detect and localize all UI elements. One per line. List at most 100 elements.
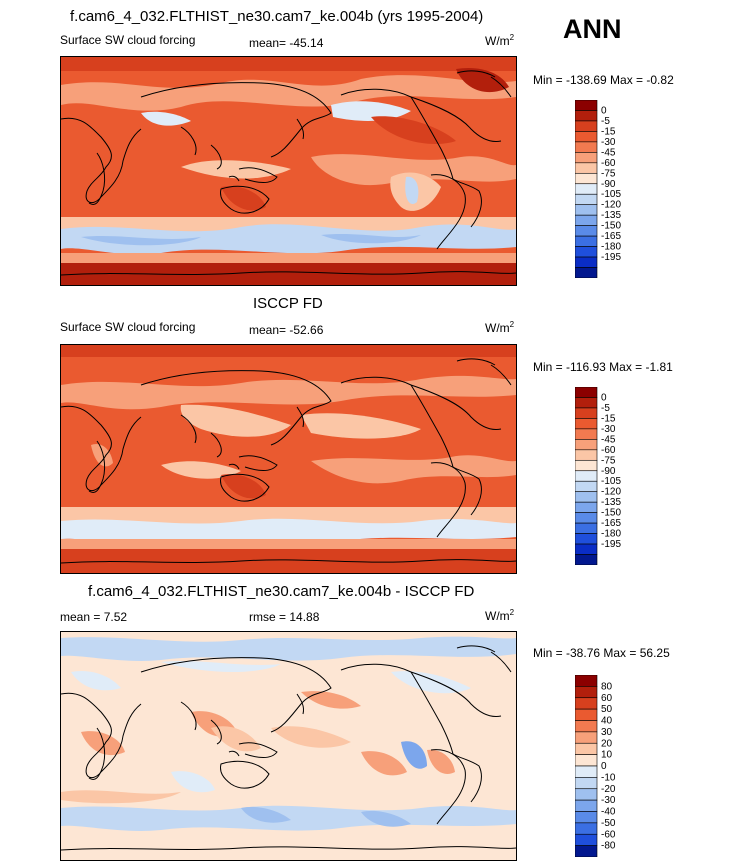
- colorbar-tick-label: 10: [601, 750, 613, 761]
- colorbar-swatch: [574, 674, 598, 687]
- colorbar-swatch: [574, 512, 598, 524]
- panel-3-title: f.cam6_4_032.FLTHIST_ne30.cam7_ke.004b -…: [88, 583, 475, 600]
- colorbar-swatch: [574, 522, 598, 534]
- panel-2-mean-label: mean= -52.66: [249, 323, 324, 337]
- colorbar-tick-label: -180: [601, 529, 621, 540]
- colorbar-swatch: [574, 754, 598, 767]
- colorbar-swatch: [574, 470, 598, 482]
- colorbar-swatch: [574, 152, 598, 164]
- colorbar-tick-label: -180: [601, 242, 621, 253]
- colorbar-swatch: [574, 777, 598, 790]
- colorbar-tick-label: -80: [601, 841, 616, 852]
- colorbar-swatch: [574, 788, 598, 801]
- panel-3-mean-label: mean = 7.52: [60, 610, 128, 624]
- colorbar-tick-label: 30: [601, 727, 613, 738]
- colorbar-tick-label: -165: [601, 518, 621, 529]
- colorbar-tick-label: -150: [601, 221, 621, 232]
- colorbar-swatch: [574, 686, 598, 699]
- colorbar-swatch: [574, 193, 598, 206]
- colorbar-swatch: [574, 731, 598, 744]
- colorbar-tick-label: 80: [601, 681, 613, 692]
- colorbar-tick-label: 50: [601, 704, 613, 715]
- colorbar-tick-label: -20: [601, 784, 616, 795]
- colorbar-tick-label: -90: [601, 466, 616, 477]
- colorbar-tick-label: -135: [601, 210, 621, 221]
- colorbar-tick-label: -45: [601, 434, 616, 445]
- panel-2-units: W/m2: [485, 320, 515, 336]
- colorbar-swatch: [574, 99, 598, 111]
- colorbar-swatch: [574, 407, 598, 419]
- colorbar-swatch: [574, 491, 598, 503]
- colorbar-tick-label: -10: [601, 772, 616, 783]
- colorbar-swatch: [574, 131, 598, 143]
- colorbar-tick-label: -75: [601, 168, 616, 179]
- panel-3-colorbar: 80 60 50 40 30 20 10 0 -10 -20 -30 -40 -50 -60 -80: [574, 674, 635, 858]
- panel-1-colorbar: 0 -5 -15 -30 -45 -60 -75 -90 -105 -120 -135 -150 -16…: [574, 99, 635, 279]
- colorbar-swatch: [574, 120, 598, 132]
- panel-2-colorbar: 0 -5 -15 -30 -45 -60 -75 -90 -105 -120 -135 -150 -16…: [574, 386, 635, 566]
- panel-3-minmax: Min = -38.76 Max = 56.25: [533, 646, 670, 660]
- colorbar-tick-label: 0: [601, 105, 607, 116]
- colorbar-tick-label: -165: [601, 231, 621, 242]
- colorbar-swatch: [574, 172, 598, 185]
- colorbar-tick-label: 20: [601, 738, 613, 749]
- colorbar-tick-label: -60: [601, 158, 616, 169]
- colorbar-tick-label: -30: [601, 795, 616, 806]
- panel-1-title: f.cam6_4_032.FLTHIST_ne30.cam7_ke.004b (…: [70, 8, 484, 25]
- colorbar-tick-label: -5: [601, 403, 610, 414]
- panel-1-minmax: Min = -138.69 Max = -0.82: [533, 73, 674, 87]
- colorbar-swatch: [574, 501, 598, 513]
- colorbar-swatch: [574, 533, 598, 545]
- panel-3-rmse-label: rmse = 14.88: [249, 610, 320, 624]
- colorbar-tick-label: -15: [601, 126, 616, 137]
- colorbar-swatch: [574, 162, 598, 174]
- colorbar-tick-label: -75: [601, 455, 616, 466]
- colorbar-tick-label: -30: [601, 137, 616, 148]
- colorbar-tick-label: -195: [601, 252, 621, 263]
- colorbar-tick-label: -15: [601, 413, 616, 424]
- colorbar-tick-label: -120: [601, 200, 621, 211]
- panel-3-map: [60, 631, 517, 861]
- colorbar-swatch: [574, 418, 598, 430]
- colorbar-swatch: [574, 811, 598, 824]
- colorbar-tick-label: -195: [601, 539, 621, 550]
- colorbar-swatch: [574, 235, 598, 247]
- colorbar-swatch: [574, 246, 598, 258]
- colorbar-swatch: [574, 110, 598, 122]
- colorbar-tick-label: 40: [601, 716, 613, 727]
- panel-1-map: [60, 56, 517, 286]
- colorbar-tick-label: 0: [601, 392, 607, 403]
- colorbar-tick-label: -90: [601, 179, 616, 190]
- colorbar-swatch: [574, 214, 598, 226]
- colorbar-swatch: [574, 697, 598, 710]
- colorbar-swatch: [574, 397, 598, 409]
- panel-1-mean-label: mean= -45.14: [249, 36, 324, 50]
- colorbar-tick-label: -30: [601, 424, 616, 435]
- season-label: ANN: [563, 14, 622, 44]
- colorbar-tick-label: -5: [601, 116, 610, 127]
- colorbar-swatch: [574, 204, 598, 216]
- colorbar-tick-label: 60: [601, 693, 613, 704]
- colorbar-tick-label: -45: [601, 147, 616, 158]
- colorbar-swatch: [574, 742, 598, 755]
- colorbar-tick-label: -105: [601, 189, 621, 200]
- colorbar-swatch: [574, 708, 598, 721]
- colorbar-swatch: [574, 720, 598, 733]
- colorbar-swatch: [574, 833, 598, 846]
- colorbar-tick-label: -60: [601, 829, 616, 840]
- colorbar-swatch: [574, 256, 598, 268]
- colorbar-swatch: [574, 799, 598, 812]
- panel-2-map: [60, 344, 517, 574]
- colorbar-tick-label: -40: [601, 807, 616, 818]
- colorbar-swatch: [574, 480, 598, 493]
- colorbar-swatch: [574, 459, 598, 472]
- colorbar-swatch: [574, 386, 598, 398]
- colorbar-tick-label: -50: [601, 818, 616, 829]
- colorbar-tick-label: 0: [601, 761, 607, 772]
- colorbar-swatch: [574, 845, 598, 858]
- colorbar-swatch: [574, 225, 598, 237]
- colorbar-swatch: [574, 543, 598, 555]
- colorbar-swatch: [574, 765, 598, 778]
- colorbar-tick-label: -60: [601, 445, 616, 456]
- colorbar-swatch: [574, 822, 598, 835]
